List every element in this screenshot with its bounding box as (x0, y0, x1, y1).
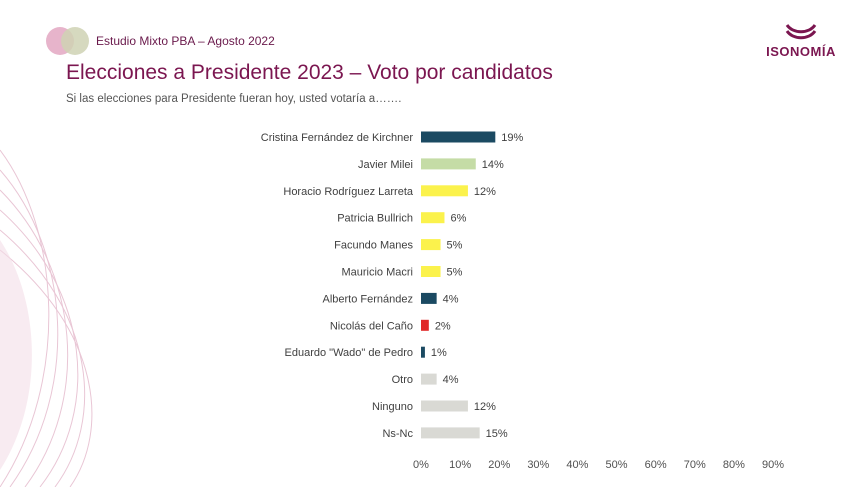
category-label: Facundo Manes (334, 240, 413, 252)
category-label: Javier Milei (358, 159, 413, 171)
isonomia-wave-icon (785, 24, 817, 40)
data-label: 5% (447, 240, 463, 252)
bar (421, 346, 425, 358)
data-label: 6% (450, 213, 466, 225)
x-tick-label: 20% (488, 459, 510, 471)
olive-circle-icon (61, 27, 89, 55)
data-label: 19% (501, 132, 523, 144)
data-label: 12% (474, 401, 496, 413)
slide-subtitle: Si las elecciones para Presidente fueran… (66, 93, 402, 105)
bar (421, 400, 468, 412)
bar (421, 158, 476, 170)
x-tick-label: 80% (723, 459, 745, 471)
study-logo (46, 27, 94, 55)
category-label: Alberto Fernández (323, 293, 414, 305)
brand-logo: ISONOMÍA (756, 22, 846, 59)
category-label: Otro (392, 374, 413, 386)
category-label: Patricia Bullrich (337, 213, 413, 225)
data-label: 2% (435, 320, 451, 332)
x-tick-label: 90% (762, 459, 784, 471)
category-label: Eduardo "Wado" de Pedro (285, 347, 413, 359)
x-tick-label: 40% (566, 459, 588, 471)
data-label: 4% (443, 374, 459, 386)
report-header: Estudio Mixto PBA – Agosto 2022 (46, 26, 275, 56)
study-label: Estudio Mixto PBA – Agosto 2022 (96, 34, 275, 48)
category-label: Nicolás del Caño (330, 320, 413, 332)
x-tick-label: 50% (606, 459, 628, 471)
x-tick-label: 60% (645, 459, 667, 471)
x-tick-label: 10% (449, 459, 471, 471)
category-label: Ns-Nc (382, 428, 413, 440)
bar (421, 212, 445, 224)
data-label: 4% (443, 293, 459, 305)
bar (421, 185, 468, 197)
data-label: 15% (486, 428, 508, 440)
category-label: Ninguno (372, 401, 413, 413)
x-tick-label: 0% (413, 459, 429, 471)
bar (421, 266, 441, 277)
decorative-swirl (0, 149, 93, 487)
bar (421, 239, 441, 251)
data-label: 1% (431, 347, 447, 359)
slide-title: Elecciones a Presidente 2023 – Voto por … (66, 61, 553, 84)
category-label: Mauricio Macri (341, 267, 413, 279)
data-label: 14% (482, 159, 504, 171)
x-tick-label: 70% (684, 459, 706, 471)
x-tick-label: 30% (527, 459, 549, 471)
bar (421, 373, 437, 385)
bar (421, 292, 437, 304)
brand-name: ISONOMÍA (766, 44, 836, 59)
bar (421, 131, 496, 143)
data-label: 12% (474, 186, 496, 198)
category-label: Cristina Fernández de Kirchner (261, 132, 414, 144)
bar (421, 427, 480, 439)
data-label: 5% (447, 267, 463, 279)
bar (421, 319, 429, 331)
category-label: Horacio Rodríguez Larreta (283, 186, 414, 198)
